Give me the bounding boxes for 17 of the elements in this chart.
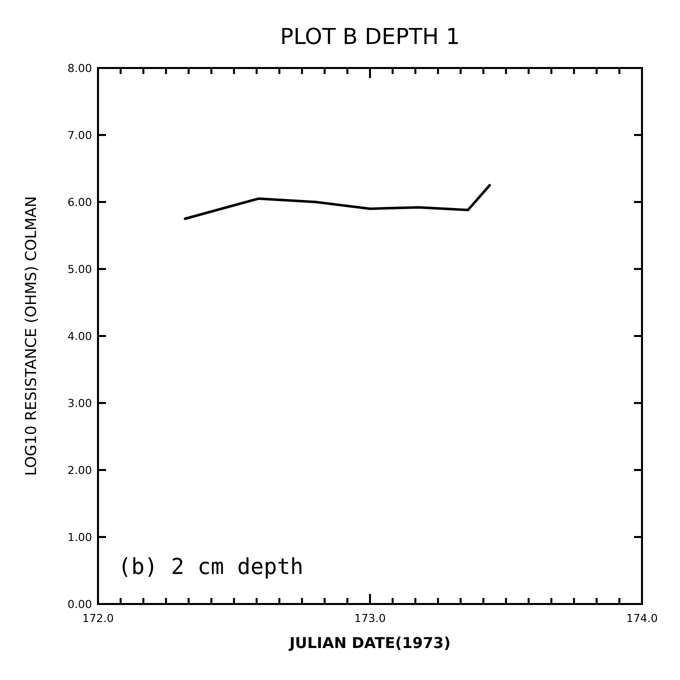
y-tick-label: 2.00 bbox=[68, 464, 92, 477]
chart-title: PLOT B DEPTH 1 bbox=[280, 25, 460, 50]
y-tick-label: 3.00 bbox=[68, 397, 92, 410]
x-tick-label: 173.0 bbox=[354, 612, 386, 625]
y-tick-label: 4.00 bbox=[68, 330, 92, 343]
x-tick-label: 172.0 bbox=[82, 612, 114, 625]
y-tick-label: 7.00 bbox=[68, 129, 92, 142]
y-tick-label: 1.00 bbox=[68, 531, 92, 544]
x-tick-label: 174.0 bbox=[626, 612, 658, 625]
x-axis-title: JULIAN DATE(1973) bbox=[288, 634, 451, 652]
y-tick-label: 0.00 bbox=[68, 598, 92, 611]
y-tick-label: 8.00 bbox=[68, 62, 92, 75]
annotation: (b) 2 cm depth bbox=[118, 555, 304, 580]
y-tick-label: 6.00 bbox=[68, 196, 92, 209]
y-axis-title: LOG10 RESISTANCE (OHMS) COLMAN bbox=[22, 196, 40, 476]
y-tick-label: 5.00 bbox=[68, 263, 92, 276]
line-series bbox=[184, 184, 491, 220]
